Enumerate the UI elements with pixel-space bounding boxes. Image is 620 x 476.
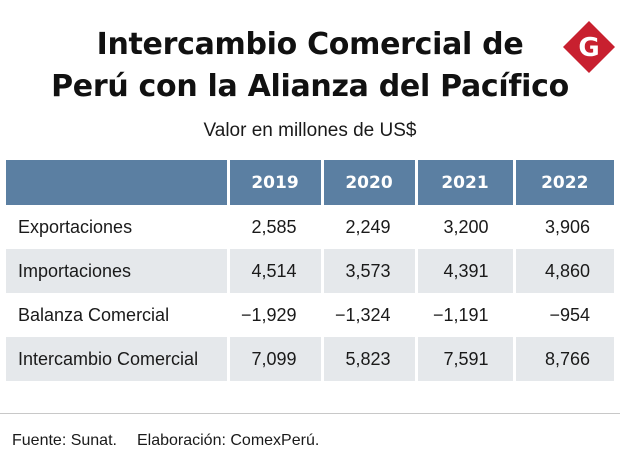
logo-letter: G xyxy=(578,33,599,63)
row-label: Balanza Comercial xyxy=(6,293,228,337)
cell-value: 4,514 xyxy=(226,249,322,293)
data-table: 2019 2020 2021 2022 Exportaciones 2,585 … xyxy=(6,160,614,381)
header-cell-2021: 2021 xyxy=(414,160,514,205)
cell-value: −1,191 xyxy=(414,293,514,337)
title-line-2: Perú con la Alianza del Pacífico xyxy=(51,69,569,104)
gestion-logo-icon: G xyxy=(563,21,615,73)
cell-value: 3,200 xyxy=(414,205,514,249)
table-row-balanza-comercial: Balanza Comercial −1,929 −1,324 −1,191 −… xyxy=(6,293,614,337)
table-row-exportaciones: Exportaciones 2,585 2,249 3,200 3,906 xyxy=(6,205,614,249)
cell-value: 5,823 xyxy=(320,337,416,381)
cell-value: 2,585 xyxy=(226,205,322,249)
cell-value: 4,860 xyxy=(512,249,614,293)
source-note: Fuente: Sunat. xyxy=(12,432,117,449)
row-label: Intercambio Comercial xyxy=(6,337,228,381)
data-table-wrapper: 2019 2020 2021 2022 Exportaciones 2,585 … xyxy=(6,160,614,381)
header-cell-label xyxy=(6,160,228,205)
cell-value: 2,249 xyxy=(320,205,416,249)
cell-value: 4,391 xyxy=(414,249,514,293)
cell-value: 8,766 xyxy=(512,337,614,381)
cell-value: −1,324 xyxy=(320,293,416,337)
cell-value: 3,906 xyxy=(512,205,614,249)
footer-divider xyxy=(0,413,620,414)
cell-value: −954 xyxy=(512,293,614,337)
cell-value: 3,573 xyxy=(320,249,416,293)
header-cell-2019: 2019 xyxy=(226,160,322,205)
table-header-row: 2019 2020 2021 2022 xyxy=(6,160,614,205)
row-label: Exportaciones xyxy=(6,205,228,249)
title-line-1: Intercambio Comercial de xyxy=(96,27,524,62)
logo-diamond xyxy=(563,21,615,73)
credit-note: Elaboración: ComexPerú. xyxy=(136,432,320,449)
header-cell-2020: 2020 xyxy=(320,160,416,205)
chart-title: Intercambio Comercial de Perú con la Ali… xyxy=(0,24,620,108)
chart-subtitle: Valor en millones de US$ xyxy=(203,120,417,141)
cell-value: 7,099 xyxy=(226,337,322,381)
footer: Fuente: Sunat. Elaboración: ComexPerú. xyxy=(12,430,319,452)
table-row-intercambio-comercial: Intercambio Comercial 7,099 5,823 7,591 … xyxy=(6,337,614,381)
row-label: Importaciones xyxy=(6,249,228,293)
cell-value: −1,929 xyxy=(226,293,322,337)
cell-value: 7,591 xyxy=(414,337,514,381)
header-cell-2022: 2022 xyxy=(512,160,614,205)
table-row-importaciones: Importaciones 4,514 3,573 4,391 4,860 xyxy=(6,249,614,293)
